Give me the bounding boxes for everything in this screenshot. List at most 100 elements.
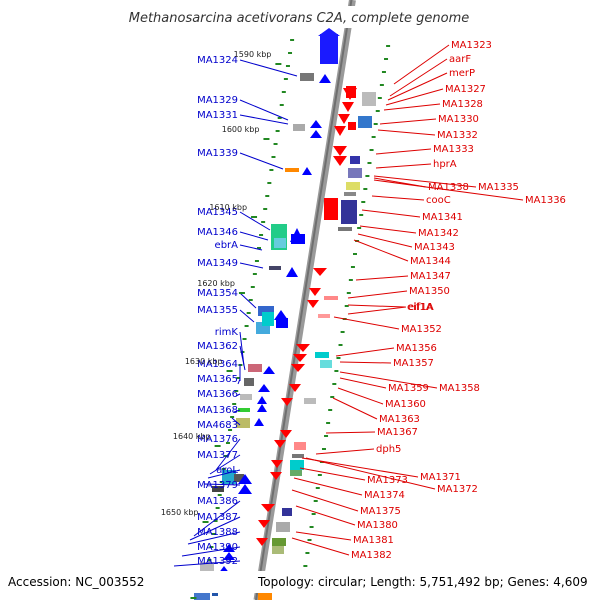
reverse-gene-arrow <box>342 102 354 112</box>
leader-line <box>375 163 432 169</box>
gene-block <box>200 562 214 572</box>
leader-line <box>339 361 392 364</box>
reverse-gene-arrow <box>258 520 270 528</box>
reverse-gene-arrow <box>296 344 310 352</box>
gene-label-right: MA1359 <box>388 383 429 394</box>
gene-block <box>262 312 274 326</box>
leader-line <box>239 114 289 125</box>
gene-block <box>348 122 356 130</box>
leader-line <box>383 103 441 111</box>
gene-label-left: MA1346 <box>197 227 238 238</box>
reverse-gene-arrow <box>274 440 286 448</box>
leader-line <box>239 152 284 170</box>
reverse-gene-arrow <box>293 354 307 362</box>
leader-line <box>237 378 241 385</box>
gene-label-right: MA1375 <box>360 506 401 517</box>
gene-label-right: MA1381 <box>353 535 394 546</box>
scale-label: 1610 kbp <box>209 203 247 212</box>
gene-label-left: MA1329 <box>197 95 238 106</box>
gene-label-left: MA1345 <box>197 207 238 218</box>
forward-gene-arrow <box>310 130 322 138</box>
leader-line <box>203 483 241 486</box>
leader-line <box>393 44 450 85</box>
reverse-gene-arrow <box>256 538 268 546</box>
leader-line <box>239 309 255 323</box>
gene-block <box>274 238 286 248</box>
reverse-gene-arrow <box>280 430 292 438</box>
gene-label-right: MA1323 <box>451 40 492 51</box>
leader-line <box>181 546 241 557</box>
forward-gene-arrow <box>318 28 340 36</box>
leader-line <box>301 457 419 478</box>
gene-label-right: dph5 <box>376 444 401 455</box>
forward-gene-arrow <box>258 384 270 392</box>
leader-line <box>295 505 356 526</box>
gene-label-left: MA1339 <box>197 148 238 159</box>
gene-label-left: MA1392 <box>197 556 238 567</box>
right-label-layer: MA1323 aarF merP MA1327 MA1328 MA1330 MA1332 MA… <box>351 40 566 561</box>
gene-label-right: MA1335 <box>478 182 519 193</box>
leader-line <box>207 469 241 479</box>
gene-block <box>344 192 356 196</box>
leader-line <box>239 99 289 121</box>
gene-label-left: MA1354 <box>197 288 238 299</box>
gene-block <box>290 470 302 476</box>
leader-line <box>315 448 375 455</box>
gene-block <box>248 364 262 372</box>
leader-line <box>339 377 387 389</box>
forward-gene-arrow <box>286 267 298 277</box>
gene-label-right: eif1A <box>408 302 434 313</box>
leader-line <box>239 244 263 251</box>
reverse-gene-arrow <box>334 126 346 136</box>
forward-gene-arrow <box>223 552 235 560</box>
reverse-gene-arrow <box>313 268 327 276</box>
forward-gene-arrow <box>254 418 264 426</box>
leader-line <box>239 262 264 269</box>
leader-line <box>299 467 366 481</box>
gene-label-left: MA1377 <box>197 450 238 461</box>
leader-line <box>355 275 409 281</box>
leader-line <box>333 316 400 330</box>
gene-label-left: MA1365 <box>197 374 238 385</box>
gene-label-left: MA1388 <box>197 527 238 538</box>
leader-line <box>235 393 241 397</box>
gene-label-right: MA1327 <box>445 84 486 95</box>
scale-label: 1640 kbp <box>173 432 211 441</box>
gene-block <box>272 538 286 546</box>
leader-line <box>335 347 395 357</box>
gene-block <box>294 442 306 450</box>
gene-label-right: MA1330 <box>438 114 479 125</box>
leader-line <box>389 58 448 97</box>
gene-label-left: MA1387 <box>197 512 238 523</box>
forward-gene-arrow <box>263 366 275 374</box>
left-label-layer: MA1324 MA1329 MA1331 MA1339 MA1345 MA1346 ebrA… <box>197 55 238 567</box>
gene-label-left: MA1366 <box>197 389 238 400</box>
leader-line <box>361 209 421 218</box>
gene-label-right: MA1332 <box>437 130 478 141</box>
gene-block <box>282 508 292 516</box>
scale-label: 1600 kbp <box>222 125 260 134</box>
tick-layer <box>201 39 391 600</box>
gene-label-right: MA1357 <box>393 358 434 369</box>
gene-label-left: MA1364 <box>197 359 238 370</box>
gene-label-left: rimK <box>215 327 239 338</box>
gene-label-right: MA1382 <box>351 550 392 561</box>
gene-block <box>318 314 330 318</box>
leader-line <box>332 397 378 420</box>
leader-line <box>295 531 352 541</box>
page-footer: Accession: NC_003552 Topology: circular;… <box>0 571 600 593</box>
leader-line <box>215 438 241 471</box>
leader-line <box>325 431 376 434</box>
leader-line <box>347 304 406 308</box>
leader-line <box>239 59 298 77</box>
gene-label-right: aarF <box>449 54 471 65</box>
gene-label-right: MA1341 <box>422 212 463 223</box>
leader-line <box>353 239 409 262</box>
gene-block <box>244 378 254 386</box>
gene-block <box>324 296 338 300</box>
gene-block <box>346 86 356 98</box>
gene-block <box>350 156 360 164</box>
reverse-gene-arrow <box>291 364 305 372</box>
forward-gene-arrow <box>238 484 252 494</box>
